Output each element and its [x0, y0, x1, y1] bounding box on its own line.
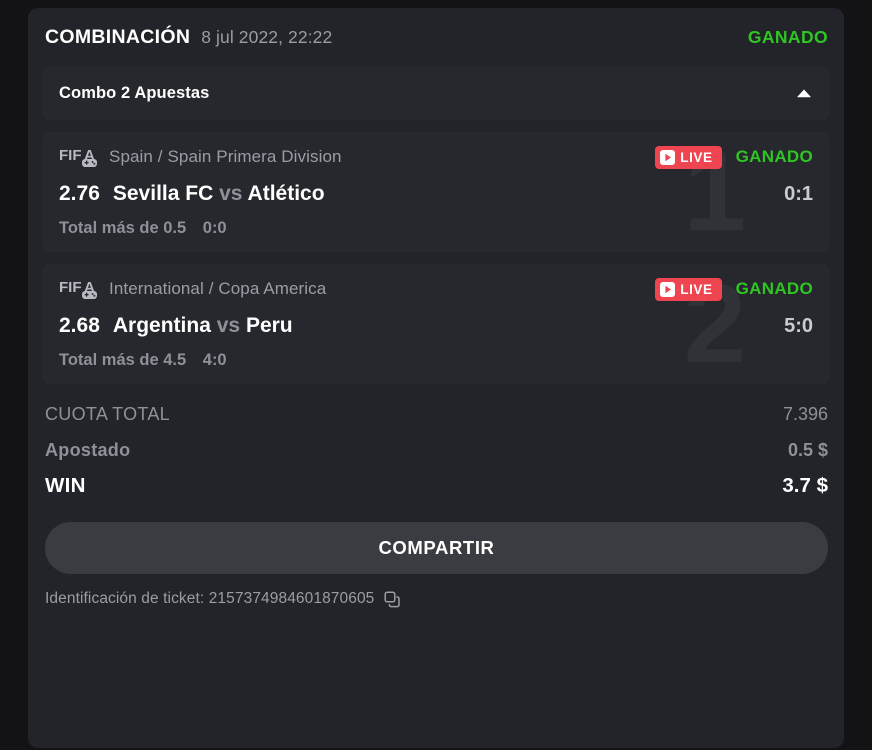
away-team: Peru: [245, 314, 293, 337]
total-odds-row: CUOTA TOTAL 7.396: [45, 396, 828, 432]
stake-row: Apostado 0.5 $: [45, 432, 828, 468]
league-name: International / Copa America: [109, 279, 327, 298]
bet-odds: 2.76: [59, 182, 100, 205]
bet-match-row: 2.68 Argentina vs Peru 5:0: [59, 314, 813, 338]
bet-match-teams: Argentina vs Peru: [113, 314, 293, 338]
stake-label: Apostado: [45, 439, 131, 460]
away-team: Atlético: [247, 182, 325, 205]
win-row: WIN 3.7 $: [45, 468, 828, 504]
bet-selection-row[interactable]: 2 FIF A International / Copa America: [42, 264, 830, 384]
bet-status: GANADO: [735, 147, 813, 166]
win-value: 3.7 $: [782, 474, 828, 497]
bet-selection-list: 1 FIF A Spain / Spain Primera Division: [42, 132, 830, 384]
play-icon: [660, 149, 676, 165]
bet-selection-row[interactable]: 1 FIF A Spain / Spain Primera Division: [42, 132, 830, 252]
market-name: Total más de 4.5: [59, 351, 187, 369]
ticket-date: 8 jul 2022, 22:22: [201, 26, 333, 47]
fifa-esports-icon: FIF A: [59, 278, 99, 300]
score-at-bet: 0:0: [202, 219, 227, 237]
page-title: COMBINACIÓN: [45, 25, 191, 48]
copy-icon[interactable]: [384, 590, 401, 608]
totals-section: CUOTA TOTAL 7.396 Apostado 0.5 $ WIN 3.7…: [45, 396, 828, 504]
bet-status-group: LIVE GANADO: [655, 145, 813, 169]
status-badge: GANADO: [747, 26, 828, 47]
home-team: Sevilla FC: [112, 182, 214, 205]
fifa-esports-icon: FIF A: [59, 146, 99, 168]
bet-market-row: Total más de 4.5 4:0: [59, 351, 813, 370]
combo-toggle-bar[interactable]: Combo 2 Apuestas: [42, 66, 830, 120]
market-name: Total más de 0.5: [59, 219, 187, 237]
ticket-id-text: Identificación de ticket: 21573749846018…: [45, 590, 375, 607]
win-label: WIN: [45, 474, 86, 497]
bet-match-teams: Sevilla FC vs Atlético: [113, 182, 325, 206]
svg-text:A: A: [84, 147, 95, 164]
total-odds-value: 7.396: [782, 403, 828, 424]
league-name: Spain / Spain Primera Division: [109, 147, 342, 166]
bet-ticket-card: COMBINACIÓN 8 jul 2022, 22:22 GANADO Com…: [28, 8, 844, 748]
bet-match-row: 2.76 Sevilla FC vs Atlético 0:1: [59, 182, 813, 206]
svg-text:FIF: FIF: [59, 147, 82, 164]
bet-status: GANADO: [735, 279, 813, 298]
live-label: LIVE: [680, 149, 713, 165]
ticket-header: COMBINACIÓN 8 jul 2022, 22:22 GANADO: [28, 8, 844, 66]
bet-league-row: FIF A International / Copa America: [59, 276, 813, 302]
live-badge[interactable]: LIVE: [655, 145, 722, 169]
current-score: 5:0: [784, 315, 813, 337]
live-label: LIVE: [680, 281, 713, 297]
bet-market-row: Total más de 0.5 0:0: [59, 219, 813, 238]
svg-text:FIF: FIF: [59, 279, 82, 296]
play-icon: [660, 281, 676, 297]
share-button[interactable]: COMPARTIR: [45, 522, 828, 574]
home-team: Argentina: [112, 314, 211, 337]
live-badge[interactable]: LIVE: [655, 277, 722, 301]
ticket-id-footer: Identificación de ticket: 21573749846018…: [45, 590, 828, 608]
score-at-bet: 4:0: [202, 351, 227, 369]
vs-separator: vs: [216, 314, 241, 337]
svg-text:A: A: [84, 279, 95, 296]
total-odds-label: CUOTA TOTAL: [45, 403, 170, 424]
bet-status-group: LIVE GANADO: [655, 277, 813, 301]
current-score: 0:1: [784, 183, 813, 205]
stake-value: 0.5 $: [787, 439, 828, 460]
bet-league-row: FIF A Spain / Spain Primera Division: [59, 144, 813, 170]
combo-label: Combo 2 Apuestas: [59, 83, 210, 102]
bet-odds: 2.68: [59, 314, 100, 337]
chevron-up-icon[interactable]: [796, 85, 812, 101]
vs-separator: vs: [219, 182, 243, 205]
